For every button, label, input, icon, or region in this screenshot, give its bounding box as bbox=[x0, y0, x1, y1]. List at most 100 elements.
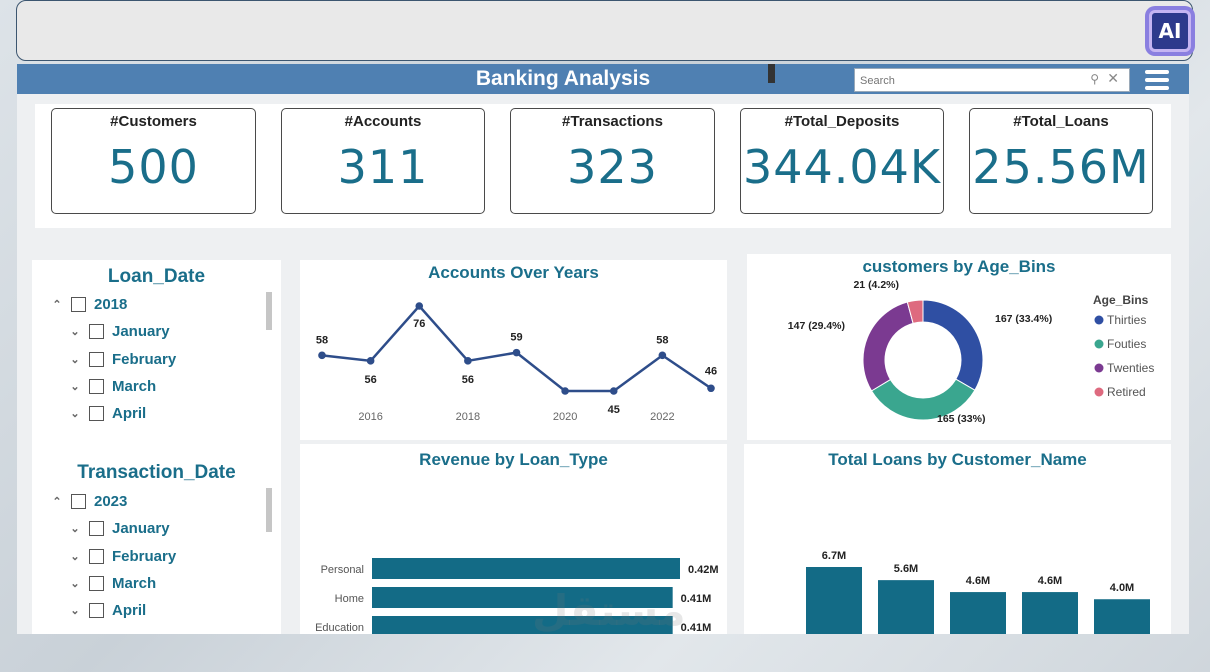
checkbox[interactable] bbox=[89, 324, 104, 339]
slice-label: 147 (29.4%) bbox=[788, 320, 845, 332]
chevron-down-icon[interactable]: ⌄ bbox=[70, 523, 80, 535]
top-bar: AI bbox=[16, 0, 1193, 61]
loan-month-label: January bbox=[112, 323, 170, 340]
legend-item: Thirties bbox=[1107, 313, 1146, 327]
data-label: 59 bbox=[510, 332, 522, 344]
age-donut-chart-panel: customers by Age_Bins 167 (33.4%) 165 (33… bbox=[747, 254, 1171, 440]
kpi-card-customers: #Customers 500 bbox=[51, 108, 256, 214]
data-label: 0.41M bbox=[681, 593, 712, 605]
transaction-month-item[interactable]: ⌄ March bbox=[67, 575, 156, 592]
legend-item: Twenties bbox=[1107, 361, 1154, 375]
data-point bbox=[464, 357, 472, 365]
data-label: 46 bbox=[705, 365, 717, 377]
slicer-panel: Loan_Date ⌃ 2018 ⌄ January ⌄ February ⌄ … bbox=[32, 260, 281, 634]
checkbox[interactable] bbox=[71, 297, 86, 312]
legend-marker bbox=[1094, 339, 1104, 349]
data-point bbox=[512, 348, 521, 357]
category-label: Home bbox=[335, 593, 364, 605]
text-cursor bbox=[768, 64, 775, 83]
legend-title: Age_Bins bbox=[1093, 293, 1149, 307]
ai-chip-icon: AI bbox=[1141, 3, 1199, 59]
revenue-chart-title: Revenue by Loan_Type bbox=[419, 450, 608, 469]
loan-year-item[interactable]: ⌃ 2018 bbox=[49, 296, 127, 313]
transaction-year-item[interactable]: ⌃ 2023 bbox=[49, 493, 127, 510]
scrollbar-thumb[interactable] bbox=[266, 292, 272, 330]
x-tick-label: 2018 bbox=[456, 411, 480, 423]
transaction-month-item[interactable]: ⌄ April bbox=[67, 602, 146, 619]
chevron-down-icon[interactable]: ⌄ bbox=[70, 551, 80, 563]
loan-month-item[interactable]: ⌄ January bbox=[67, 323, 170, 340]
slice-label: 21 (4.2%) bbox=[853, 279, 899, 291]
checkbox[interactable] bbox=[89, 549, 104, 564]
kpi-label: #Accounts bbox=[344, 113, 422, 130]
close-icon[interactable]: ✕ bbox=[1107, 71, 1119, 87]
chevron-down-icon[interactable]: ⌄ bbox=[70, 605, 80, 617]
checkbox[interactable] bbox=[89, 379, 104, 394]
legend-marker bbox=[1094, 387, 1104, 397]
loans-bar-chart: 6.7MChris Lee5.6MEmily Davis4.6MJohn Doe… bbox=[806, 550, 1150, 634]
donut-slice-thirties bbox=[922, 299, 984, 391]
donut-slice-twenties bbox=[862, 301, 914, 392]
watermark: مستقل bbox=[532, 586, 686, 635]
bar bbox=[878, 580, 934, 634]
data-label: 45 bbox=[608, 404, 620, 416]
transaction-date-slicer-title: Transaction_Date bbox=[77, 462, 236, 483]
accounts-chart-title: Accounts Over Years bbox=[428, 263, 599, 282]
report-canvas: Banking Analysis ⚲ ✕ #Customers 500 #Acc… bbox=[17, 64, 1189, 634]
bar bbox=[372, 587, 673, 608]
loan-month-item[interactable]: ⌄ April bbox=[67, 405, 146, 422]
chevron-down-icon[interactable]: ⌄ bbox=[70, 381, 80, 393]
loan-month-item[interactable]: ⌄ February bbox=[67, 351, 176, 368]
bar bbox=[806, 567, 862, 634]
checkbox[interactable] bbox=[89, 576, 104, 591]
donut-slice-retired bbox=[906, 299, 924, 324]
search-input[interactable] bbox=[855, 70, 1055, 92]
kpi-value: 311 bbox=[337, 140, 429, 194]
x-tick-label: 2020 bbox=[553, 411, 577, 423]
search-icon[interactable]: ⚲ bbox=[1090, 72, 1099, 86]
loan-month-label: April bbox=[112, 405, 147, 422]
kpi-value: 323 bbox=[567, 140, 658, 194]
series-line bbox=[321, 304, 712, 393]
page-title: Banking Analysis bbox=[475, 67, 651, 90]
revenue-bar-chart: Personal0.42MHome0.41MEducation0.41MAuto… bbox=[315, 558, 719, 634]
loan-date-slicer-title: Loan_Date bbox=[107, 266, 206, 287]
data-label: 58 bbox=[656, 334, 668, 346]
bar bbox=[372, 616, 673, 634]
chevron-up-icon[interactable]: ⌃ bbox=[52, 496, 62, 508]
scrollbar-thumb[interactable] bbox=[266, 488, 272, 532]
chevron-up-icon[interactable]: ⌃ bbox=[52, 299, 62, 311]
data-label: 56 bbox=[462, 374, 474, 386]
loan-month-label: February bbox=[112, 351, 177, 368]
checkbox[interactable] bbox=[71, 494, 86, 509]
chevron-down-icon[interactable]: ⌄ bbox=[70, 408, 80, 420]
bar bbox=[372, 558, 680, 579]
checkbox[interactable] bbox=[89, 521, 104, 536]
transaction-month-item[interactable]: ⌄ January bbox=[67, 520, 169, 537]
chevron-down-icon[interactable]: ⌄ bbox=[70, 578, 80, 590]
checkbox[interactable] bbox=[89, 352, 104, 367]
transaction-month-item[interactable]: ⌄ February bbox=[67, 548, 176, 565]
loan-month-item[interactable]: ⌄ March bbox=[67, 378, 156, 395]
age-donut-chart: 167 (33.4%) 165 (33%) 147 (29.4%) 21 (4.2%)… bbox=[788, 279, 1155, 425]
data-label: 4.0M bbox=[1110, 582, 1134, 594]
legend-marker bbox=[1094, 315, 1104, 325]
data-label: 76 bbox=[413, 318, 425, 330]
slice-label: 167 (33.4%) bbox=[995, 313, 1052, 325]
checkbox[interactable] bbox=[89, 406, 104, 421]
accounts-line-chart-panel: Accounts Over Years 58 56 76 56 59 45 58 46 2016… bbox=[300, 260, 727, 440]
search-box[interactable]: ⚲ ✕ bbox=[854, 68, 1130, 92]
kpi-card-accounts: #Accounts 311 bbox=[281, 108, 485, 214]
legend-item: Retired bbox=[1107, 385, 1146, 399]
chevron-down-icon[interactable]: ⌄ bbox=[70, 354, 80, 366]
data-label: 5.6M bbox=[894, 563, 918, 575]
ai-badge-text: AI bbox=[1149, 10, 1191, 52]
kpi-label: #Customers bbox=[110, 113, 197, 130]
x-tick-label: 2022 bbox=[650, 411, 674, 423]
kpi-card-total-loans: #Total_Loans 25.56M bbox=[969, 108, 1153, 214]
checkbox[interactable] bbox=[89, 603, 104, 618]
chevron-down-icon[interactable]: ⌄ bbox=[70, 326, 80, 338]
hamburger-menu-icon[interactable] bbox=[1145, 70, 1169, 90]
kpi-card-total-deposits: #Total_Deposits 344.04K bbox=[740, 108, 944, 214]
transaction-month-label: February bbox=[112, 548, 177, 565]
